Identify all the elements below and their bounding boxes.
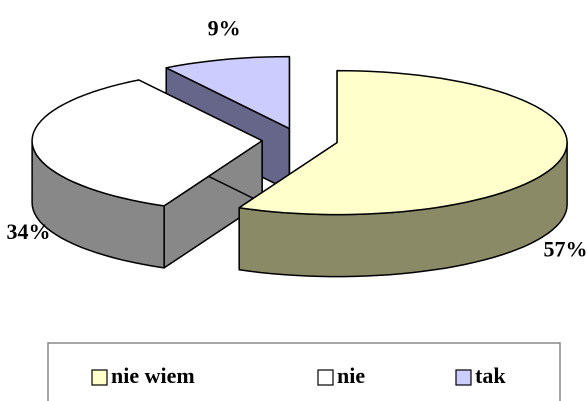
data-label: 9% bbox=[208, 16, 241, 41]
legend-swatch bbox=[455, 369, 472, 386]
slice bbox=[238, 69, 568, 216]
legend-box bbox=[47, 342, 561, 401]
legend-label: nie wiem bbox=[111, 363, 195, 388]
slice bbox=[165, 55, 291, 130]
legend-label: nie bbox=[337, 363, 365, 388]
legend-swatch bbox=[317, 369, 334, 386]
data-label: 57% bbox=[543, 237, 587, 262]
legend-label: tak bbox=[475, 363, 506, 388]
data-label: 34% bbox=[7, 219, 51, 244]
slice bbox=[31, 79, 263, 207]
legend-swatch bbox=[91, 369, 108, 386]
